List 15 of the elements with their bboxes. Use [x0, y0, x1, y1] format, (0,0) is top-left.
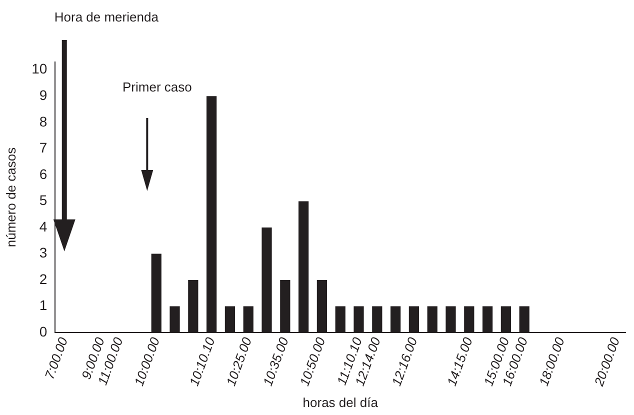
- y-tick-label: 3: [39, 244, 48, 261]
- y-tick-label: 6: [39, 166, 48, 182]
- y-tick-label: 8: [39, 113, 48, 130]
- text: Hora de merienda: [54, 10, 160, 25]
- annotation: Primer caso: [122, 80, 192, 95]
- y-tick-label: 9: [39, 87, 48, 103]
- y-tick-label: 4: [39, 218, 48, 234]
- y-tick-label: 1: [39, 297, 48, 314]
- y-tick-label: 10: [32, 60, 48, 77]
- y-tick-label: 0: [39, 323, 48, 340]
- y-tick-label: 5: [39, 192, 48, 208]
- y-axis-title: número de casos: [3, 146, 18, 248]
- x-axis-title: horas del día: [302, 394, 379, 410]
- y-tick-label: 2: [39, 270, 48, 287]
- y-tick-label: 7: [39, 140, 48, 156]
